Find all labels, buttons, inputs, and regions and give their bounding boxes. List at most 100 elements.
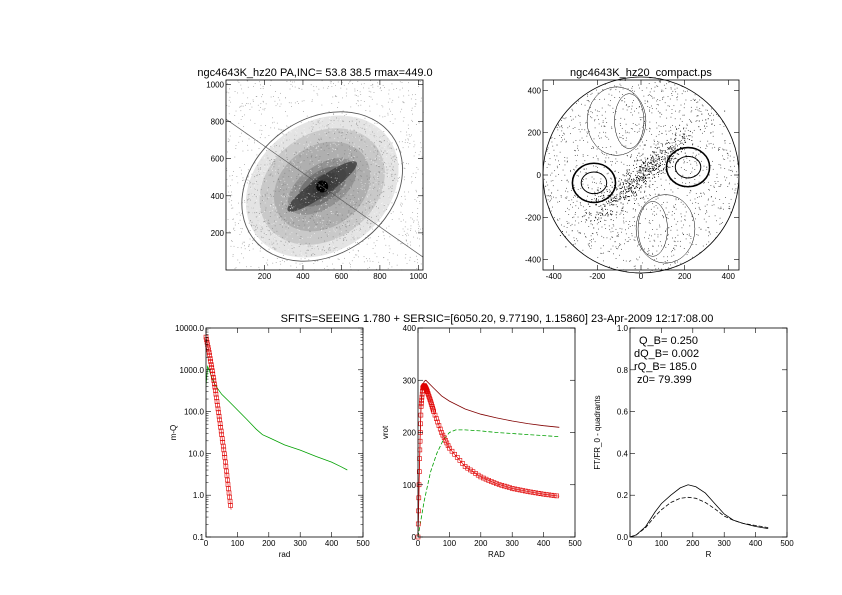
image-disk-pixel	[259, 166, 261, 168]
image-noise-pixel	[246, 103, 247, 104]
field-dot	[682, 138, 684, 140]
field-dot	[603, 185, 605, 187]
image-disk-pixel	[310, 199, 312, 201]
image-disk-pixel	[288, 195, 290, 197]
field-dot	[593, 138, 595, 140]
image-noise-pixel	[226, 170, 228, 171]
field-dot	[584, 129, 586, 131]
image-noise-pixel	[396, 254, 398, 256]
image-disk-pixel	[365, 202, 367, 204]
field-dot	[650, 88, 652, 90]
image-disk-pixel	[294, 163, 296, 165]
image-disk-pixel	[275, 173, 276, 175]
field-dot	[668, 267, 670, 269]
image-noise-pixel	[403, 230, 405, 232]
profile-series-1-point	[217, 417, 222, 423]
field-dot	[719, 147, 721, 148]
image-disk-pixel	[387, 141, 389, 142]
field-dot	[637, 203, 639, 205]
field-dot	[685, 238, 687, 240]
image-disk-pixel	[361, 189, 363, 190]
field-dot	[698, 181, 700, 183]
field-dot	[662, 264, 664, 265]
field-dot	[615, 258, 617, 259]
image-noise-pixel	[410, 182, 412, 184]
image-noise-pixel	[266, 262, 268, 264]
field-dot	[634, 131, 636, 132]
field-bar-dot	[649, 169, 651, 171]
image-disk-pixel	[378, 130, 380, 132]
image-noise-pixel	[389, 236, 391, 238]
image-disk-pixel	[296, 216, 298, 218]
field-bar-dot	[654, 177, 656, 178]
field-dot	[653, 167, 654, 169]
field-dot	[610, 154, 612, 155]
image-disk-pixel	[318, 141, 320, 143]
field-dot	[699, 99, 701, 101]
image-disk-pixel	[336, 221, 338, 223]
image-disk-pixel	[285, 200, 287, 202]
image-disk-pixel	[383, 173, 385, 175]
image-disk-pixel	[369, 183, 371, 185]
field-bar-dot	[585, 219, 587, 221]
image-disk-pixel	[376, 206, 378, 208]
field-dot	[639, 271, 641, 273]
field-dot	[547, 199, 549, 201]
image-disk-pixel	[319, 215, 321, 217]
image-noise-pixel	[372, 261, 374, 262]
field-bar-dot	[688, 139, 690, 140]
field-dot	[653, 259, 655, 261]
image-disk-pixel	[267, 222, 269, 224]
field-dot	[656, 228, 658, 230]
field-dot	[654, 265, 656, 267]
image-disk-pixel	[294, 210, 295, 212]
field-dot	[728, 207, 730, 209]
field-bar-dot	[641, 185, 643, 187]
field-dot	[685, 178, 687, 180]
field-bar-dot	[671, 157, 673, 159]
image-disk-pixel	[346, 161, 348, 163]
field-bar-dot	[642, 161, 644, 163]
field-dot	[619, 227, 621, 229]
image-noise-pixel	[298, 103, 299, 104]
field-dot	[686, 123, 688, 125]
image-noise-pixel	[400, 220, 402, 222]
field-dot	[724, 149, 726, 151]
image-noise-pixel	[268, 135, 270, 136]
image-disk-pixel	[353, 129, 355, 131]
image-noise-pixel	[260, 247, 261, 249]
field-bar-dot	[646, 174, 648, 176]
image-disk-pixel	[321, 164, 322, 166]
field-dot	[587, 94, 589, 96]
field-bar-dot	[656, 165, 658, 167]
field-bar-dot	[697, 115, 699, 117]
field-dot	[573, 184, 575, 186]
field-dot	[586, 172, 587, 174]
field-dot	[702, 105, 704, 107]
image-disk-pixel	[364, 134, 366, 136]
field-dot	[713, 204, 715, 206]
image-disk-pixel	[328, 175, 329, 177]
image-disk-pixel	[266, 231, 268, 233]
image-disk-pixel	[272, 204, 274, 206]
image-disk-pixel	[348, 188, 350, 189]
image-disk-pixel	[367, 220, 368, 222]
field-dot	[579, 202, 581, 203]
field-dot	[592, 146, 594, 147]
image-disk-pixel	[396, 184, 398, 186]
image-disk-pixel	[309, 163, 311, 165]
image-noise-pixel	[248, 180, 250, 182]
image-noise-pixel	[228, 140, 230, 142]
field-dot	[711, 195, 712, 197]
image-noise-pixel	[227, 219, 229, 220]
profile-series-1-point	[216, 410, 221, 415]
image-disk-pixel	[302, 238, 304, 239]
field-dot	[625, 105, 627, 106]
image-disk-pixel	[302, 219, 304, 221]
image-noise-pixel	[410, 98, 412, 100]
field-dot	[677, 240, 679, 242]
image-disk-pixel	[343, 193, 345, 194]
image-disk-pixel	[254, 212, 256, 214]
field-bar-dot	[626, 196, 628, 198]
image-disk-pixel	[327, 203, 328, 205]
